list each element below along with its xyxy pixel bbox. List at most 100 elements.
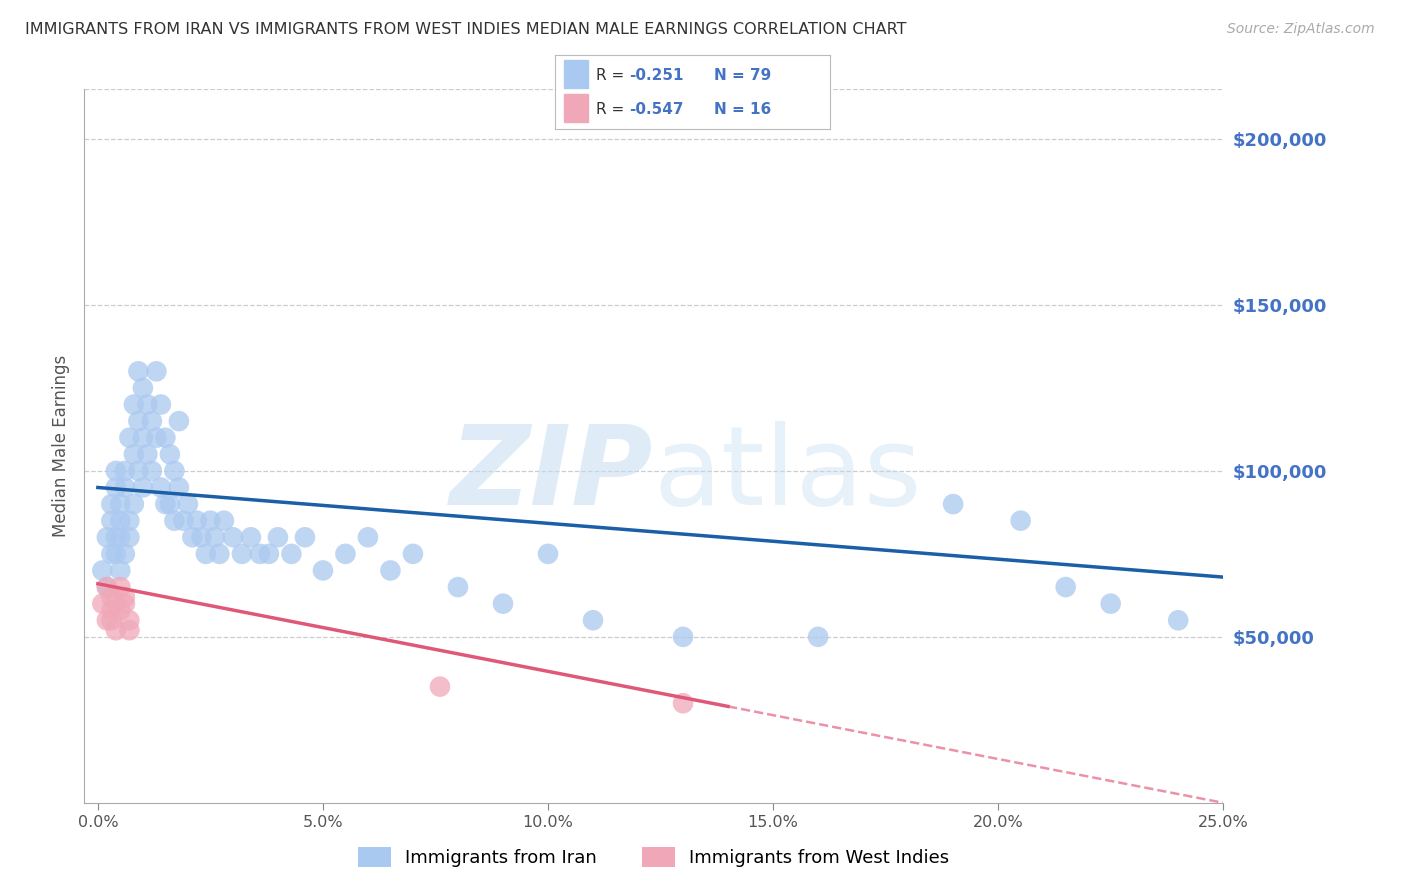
Text: N = 79: N = 79 [714,68,772,83]
Point [100,514,122,528]
Point [100,547,122,561]
Point [132,381,155,395]
Bar [564,94,588,122]
Point [186,514,208,528]
Text: atlas: atlas [654,421,922,528]
Point [127,464,149,478]
Point [402,547,425,561]
Point [807,630,830,644]
Point [118,624,141,638]
Point [167,414,190,428]
Point [181,530,204,544]
Text: R =: R = [596,68,630,83]
Point [208,547,231,561]
Point [942,497,965,511]
Point [1054,580,1077,594]
Text: -0.547: -0.547 [630,102,683,117]
Point [104,530,127,544]
Point [1099,597,1122,611]
Point [100,497,122,511]
Point [100,603,122,617]
Point [91,597,114,611]
Point [136,447,159,461]
Point [110,603,132,617]
Point [110,564,132,578]
Point [672,696,695,710]
Point [357,530,380,544]
Point [429,680,451,694]
Point [141,464,163,478]
Point [163,464,186,478]
Point [104,481,127,495]
Point [132,481,155,495]
Point [110,580,132,594]
Point [249,547,271,561]
Point [212,514,235,528]
Point [257,547,280,561]
Point [114,464,136,478]
Point [672,630,695,644]
Point [96,580,118,594]
Point [132,431,155,445]
Point [122,447,145,461]
Point [114,590,136,604]
Point [110,514,132,528]
Text: -0.251: -0.251 [630,68,683,83]
Point [110,497,132,511]
Legend: Immigrants from Iran, Immigrants from West Indies: Immigrants from Iran, Immigrants from We… [349,838,959,876]
Point [122,497,145,511]
Point [582,613,605,627]
Point [1167,613,1189,627]
Point [167,481,190,495]
Point [172,514,194,528]
Point [380,564,402,578]
Point [294,530,316,544]
Point [204,530,226,544]
Point [177,497,200,511]
Point [96,530,118,544]
Bar [564,60,588,88]
Point [145,364,167,378]
Point [149,397,172,411]
Point [96,580,118,594]
Point [110,530,132,544]
Point [190,530,212,544]
Point [127,414,149,428]
Point [104,547,127,561]
Point [537,547,560,561]
Point [114,481,136,495]
Text: IMMIGRANTS FROM IRAN VS IMMIGRANTS FROM WEST INDIES MEDIAN MALE EARNINGS CORRELA: IMMIGRANTS FROM IRAN VS IMMIGRANTS FROM … [25,22,907,37]
Point [222,530,245,544]
Point [145,431,167,445]
Point [447,580,470,594]
Point [100,613,122,627]
Point [118,514,141,528]
Text: N = 16: N = 16 [714,102,772,117]
Point [267,530,290,544]
Point [231,547,253,561]
Point [159,447,181,461]
Point [104,464,127,478]
Point [492,597,515,611]
Point [114,547,136,561]
Point [100,590,122,604]
Point [122,397,145,411]
Point [118,530,141,544]
Point [194,547,217,561]
Point [104,624,127,638]
Point [163,514,186,528]
Point [312,564,335,578]
Point [104,597,127,611]
Point [155,497,177,511]
Point [149,481,172,495]
Point [114,597,136,611]
Point [239,530,262,544]
Point [118,431,141,445]
Point [335,547,357,561]
Point [280,547,302,561]
Text: R =: R = [596,102,630,117]
Point [118,613,141,627]
Text: Source: ZipAtlas.com: Source: ZipAtlas.com [1227,22,1375,37]
Text: ZIP: ZIP [450,421,654,528]
Point [159,497,181,511]
